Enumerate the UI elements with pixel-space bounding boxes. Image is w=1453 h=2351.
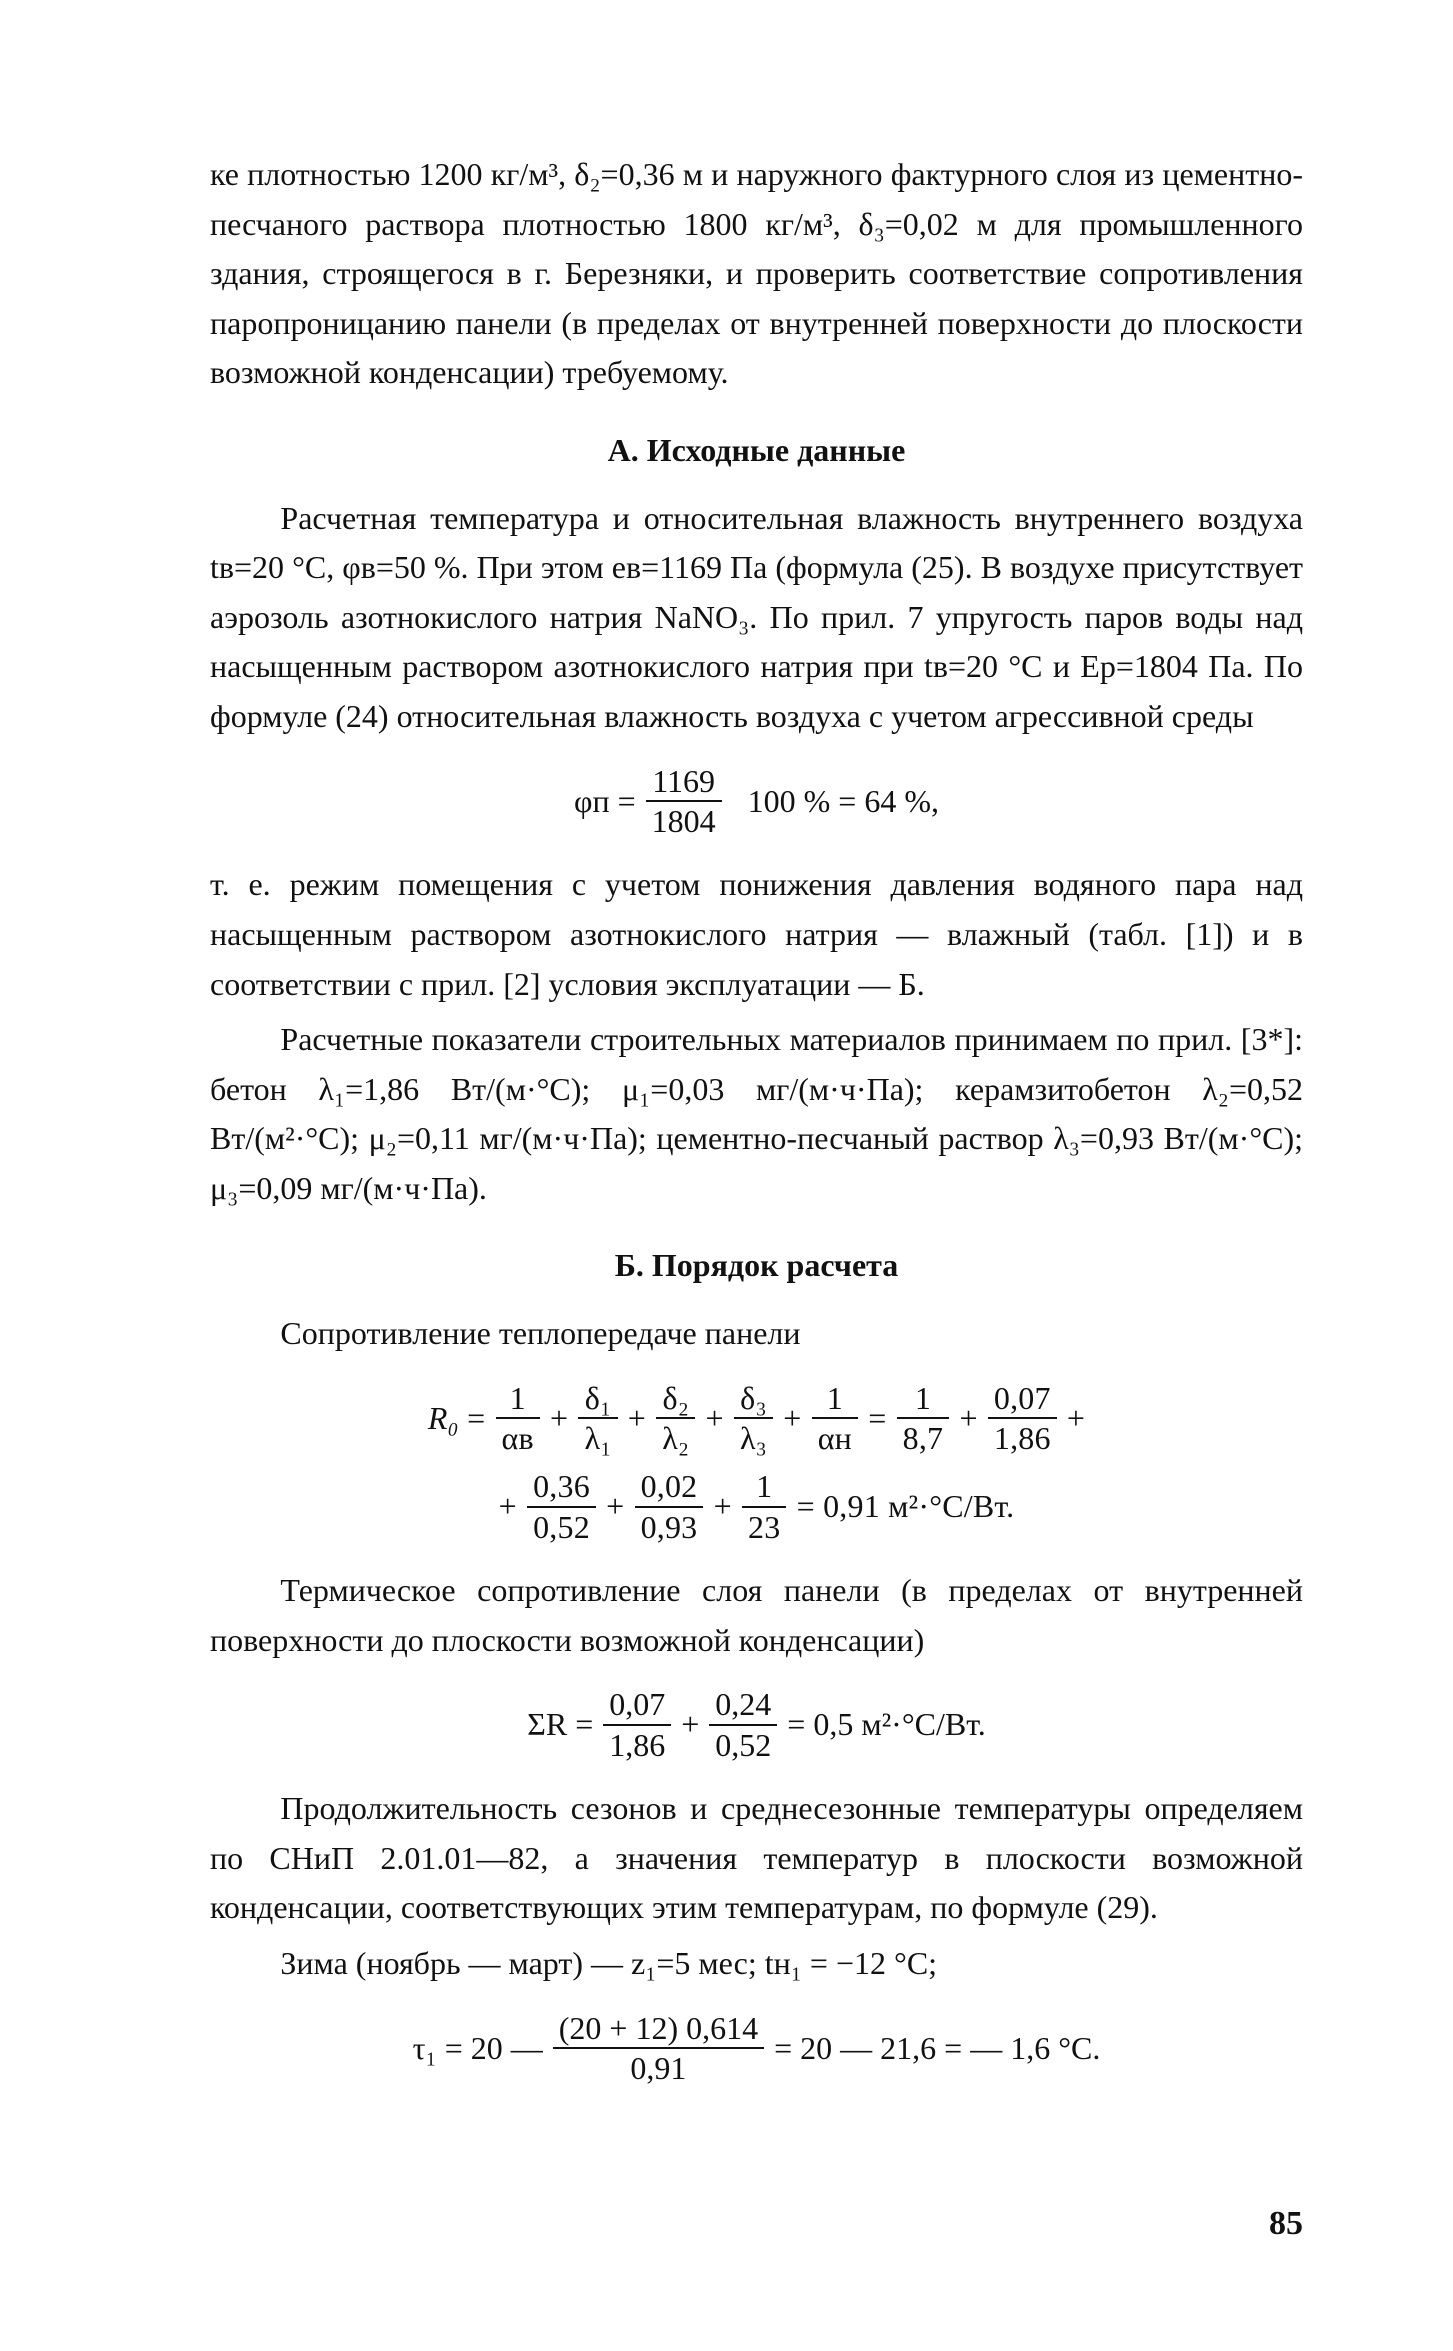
formula-tau1: τ₁ = 20 — (20 + 12) 0,6140,91 = 20 — 21,… [210,2009,1303,2088]
f2-t1n: 1 [496,1379,540,1419]
f2-t8n: 0,36 [527,1467,596,1507]
f3-an: 0,07 [603,1685,671,1725]
para-materials: Расчетные показатели строительных матери… [210,1015,1303,1213]
formula-phi: φп = 1169 1804 100 % = 64 %, [210,762,1303,841]
f2-t7d: 1,86 [988,1419,1057,1457]
para-regime: т. е. режим помещения с учетом понижения… [210,860,1303,1009]
f2-t1d: αв [496,1419,540,1457]
f2-t4n: δ₃ [734,1379,773,1419]
para-initial-data: Расчетная температура и относительная вл… [210,494,1303,742]
f2-res: 0,91 м²·°C/Вт. [823,1489,1014,1525]
f3-res: 0,5 м²·°C/Вт. [813,1707,985,1743]
f2-t10d: 23 [742,1508,786,1546]
document-page: ке плотностью 1200 кг/м³, δ₂=0,36 м и на… [0,0,1453,2351]
f4-mid: 20 — 21,6 [800,2030,936,2066]
f2-t4d: λ₃ [734,1419,773,1457]
f1-rhs: 64 %, [864,783,939,819]
para-thermal-resist: Термическое сопротивление слоя панели (в… [210,1566,1303,1665]
f4-res: — 1,6 °C. [970,2030,1100,2066]
f2-t2n: δ₁ [578,1379,617,1419]
f2-R0: R₀ [428,1400,459,1436]
para-intro: ке плотностью 1200 кг/м³, δ₂=0,36 м и на… [210,150,1303,398]
heading-a: А. Исходные данные [210,426,1303,476]
para-winter: Зима (ноябрь — март) — z₁=5 мес; tн₁ = −… [210,1939,1303,1989]
formula-sigmaR: ΣR = 0,071,86 + 0,240,52 = 0,5 м²·°C/Вт. [210,1685,1303,1764]
f1-den: 1804 [646,802,722,840]
f2-t8d: 0,52 [527,1508,596,1546]
f4-lhs: τ₁ [413,2030,437,2066]
f4-den: 0,91 [553,2049,764,2087]
f2-t3n: δ₂ [656,1379,695,1419]
para-seasons: Продолжительность сезонов и среднесезонн… [210,1784,1303,1933]
f2-t9d: 0,93 [635,1508,704,1546]
f2-t3d: λ₂ [656,1419,695,1457]
para-resist-intro: Сопротивление теплопередаче панели [210,1309,1303,1359]
f2-t6d: 8,7 [897,1419,950,1457]
f2-t5n: 1 [812,1379,858,1419]
f3-bn: 0,24 [709,1685,777,1725]
f2-t9n: 0,02 [635,1467,704,1507]
f1-frac: 1169 1804 [646,762,722,841]
page-number: 85 [1269,2198,1303,2251]
f2-t7n: 0,07 [988,1379,1057,1419]
f1-mid: 100 % [748,783,831,819]
heading-b: Б. Порядок расчета [210,1241,1303,1291]
f2-t2d: λ₁ [578,1419,617,1457]
formula-R0: R₀ = 1αв + δ₁λ₁ + δ₂λ₂ + δ₃λ₃ + 1αн = 18… [210,1379,1303,1547]
f3-ad: 1,86 [603,1726,671,1764]
f4-num: (20 + 12) 0,614 [553,2009,764,2049]
f4-pre: 20 [471,2030,503,2066]
f1-lhs: φп [574,783,610,819]
f2-t10n: 1 [742,1467,786,1507]
f3-lhs: ΣR [527,1707,567,1743]
f2-t5d: αн [812,1419,858,1457]
f2-t6n: 1 [897,1379,950,1419]
f1-num: 1169 [646,762,722,802]
f3-bd: 0,52 [709,1726,777,1764]
